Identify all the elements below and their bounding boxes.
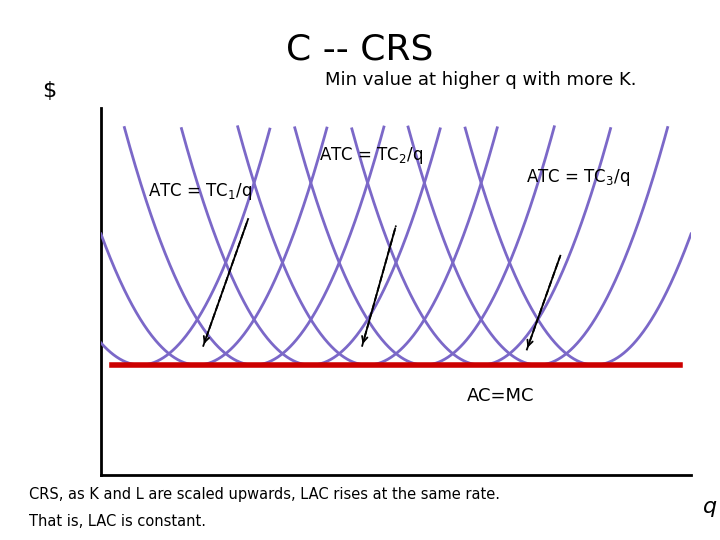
Text: That is, LAC is constant.: That is, LAC is constant. — [29, 514, 206, 529]
Text: Min value at higher q with more K.: Min value at higher q with more K. — [325, 71, 636, 89]
Text: CRS, as K and L are scaled upwards, LAC rises at the same rate.: CRS, as K and L are scaled upwards, LAC … — [29, 487, 500, 502]
Text: C -- CRS: C -- CRS — [287, 32, 433, 66]
Text: ATC = TC$_2$/q: ATC = TC$_2$/q — [319, 145, 423, 166]
Text: ATC = TC$_3$/q: ATC = TC$_3$/q — [526, 167, 630, 188]
Text: q: q — [703, 497, 717, 517]
Text: AC=MC: AC=MC — [467, 387, 534, 405]
Text: ATC = TC$_1$/q: ATC = TC$_1$/q — [148, 181, 252, 202]
Text: $: $ — [42, 80, 56, 100]
